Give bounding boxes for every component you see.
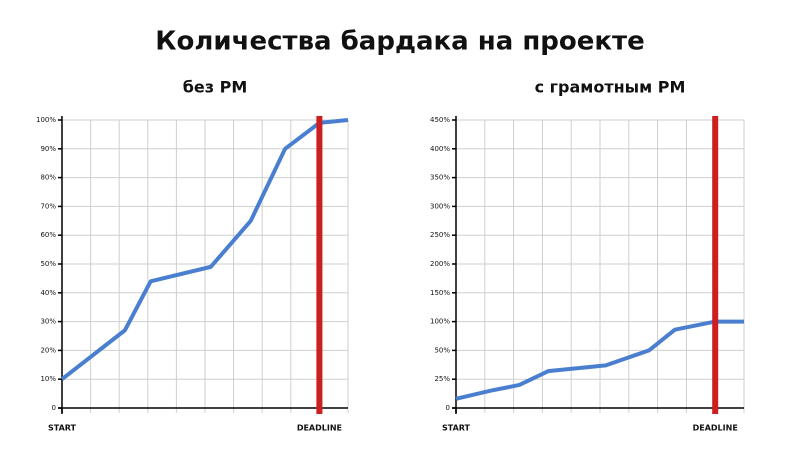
y-tick-label: 50% bbox=[40, 260, 56, 268]
y-tick-label: 60% bbox=[40, 231, 56, 239]
data-line bbox=[455, 319, 744, 401]
y-tick-label: 200% bbox=[430, 260, 450, 268]
y-tick-label: 10% bbox=[40, 375, 56, 383]
y-tick-label: 250% bbox=[430, 231, 450, 239]
y-tick-label: 350% bbox=[430, 174, 450, 182]
data-line bbox=[60, 118, 349, 381]
y-tick-label: 70% bbox=[40, 202, 56, 210]
y-tick-label: 50% bbox=[434, 346, 450, 354]
y-tick-label: 90% bbox=[40, 145, 56, 153]
y-tick-label: 150% bbox=[430, 289, 450, 297]
chart-title: без PM bbox=[183, 78, 248, 97]
main-title: Количества бардака на проекте bbox=[155, 27, 644, 57]
y-tick-label: 400% bbox=[430, 145, 450, 153]
y-tick-label: 40% bbox=[40, 289, 56, 297]
x-tick-label: START bbox=[48, 424, 77, 433]
y-tick-label: 0 bbox=[446, 404, 450, 412]
y-tick-label: 25% bbox=[434, 375, 450, 383]
y-tick-label: 20% bbox=[40, 346, 56, 354]
y-tick-label: 80% bbox=[40, 174, 56, 182]
chart-title: с грамотным PM bbox=[535, 78, 686, 97]
x-tick-label: DEADLINE bbox=[297, 424, 342, 433]
y-tick-label: 100% bbox=[430, 318, 450, 326]
y-tick-label: 100% bbox=[36, 116, 56, 124]
y-tick-label: 0 bbox=[52, 404, 56, 412]
x-tick-label: START bbox=[442, 424, 471, 433]
y-tick-label: 300% bbox=[430, 202, 450, 210]
y-tick-label: 30% bbox=[40, 318, 56, 326]
y-tick-label: 450% bbox=[430, 116, 450, 124]
x-tick-label: DEADLINE bbox=[693, 424, 738, 433]
